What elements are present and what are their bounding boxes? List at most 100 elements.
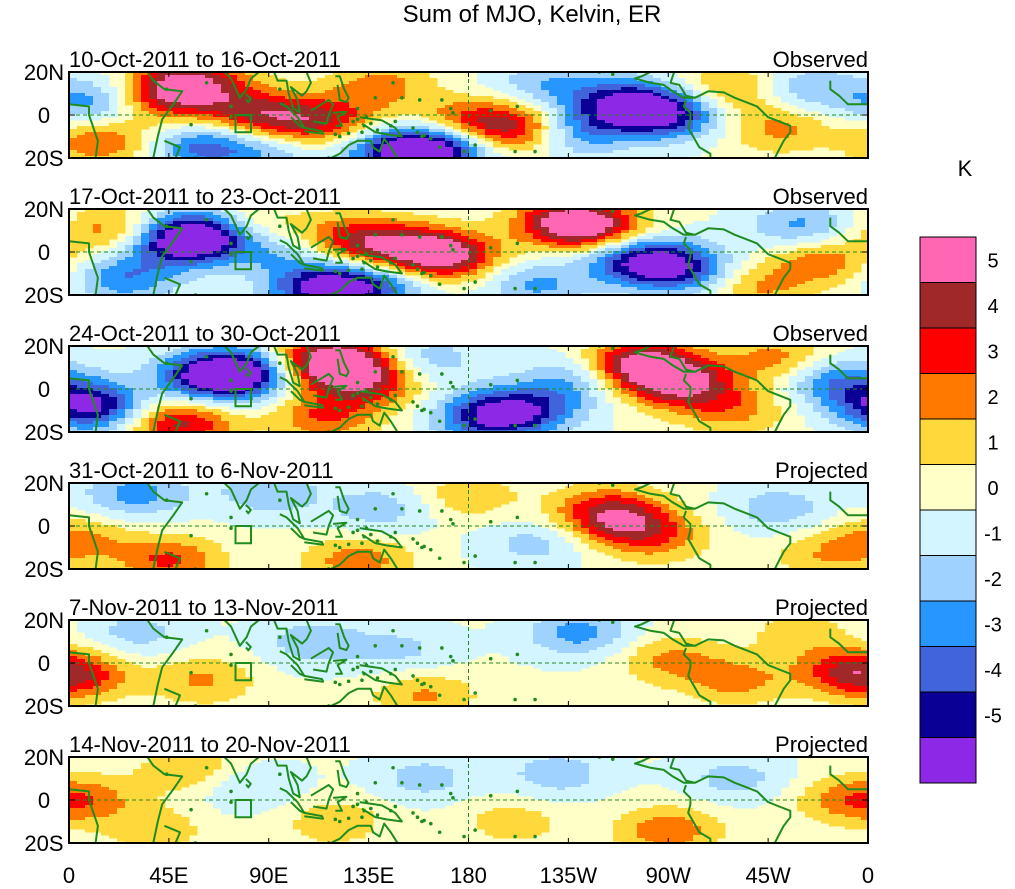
heatmap-cell <box>749 218 758 222</box>
heatmap-cell <box>525 224 534 228</box>
heatmap-cell <box>437 135 446 139</box>
heatmap-cell <box>565 126 574 130</box>
heatmap-cell <box>853 81 862 85</box>
heatmap-cell <box>661 260 670 264</box>
heatmap-cell <box>365 284 374 288</box>
heatmap-cell <box>245 150 254 154</box>
heatmap-cell <box>237 275 246 279</box>
heatmap-cell <box>621 132 630 136</box>
heatmap-cell <box>109 257 118 261</box>
heatmap-cell <box>269 123 278 127</box>
heatmap-cell <box>101 251 110 255</box>
heatmap-cell <box>725 96 734 100</box>
heatmap-cell <box>221 153 230 157</box>
heatmap-cell <box>317 212 326 216</box>
heatmap-cell <box>205 269 214 273</box>
heatmap-cell <box>357 75 366 79</box>
heatmap-cell <box>589 90 598 94</box>
heatmap-cell <box>597 108 606 112</box>
heatmap-cell <box>317 263 326 267</box>
heatmap-cell <box>181 75 190 79</box>
heatmap-cell <box>645 138 654 142</box>
heatmap-cell <box>549 78 558 82</box>
heatmap-cell <box>389 111 398 115</box>
heatmap-cell <box>197 287 206 291</box>
heatmap-cell <box>717 81 726 85</box>
heatmap-cell <box>589 284 598 288</box>
heatmap-cell <box>789 272 798 276</box>
heatmap-cell <box>765 126 774 130</box>
heatmap-cell <box>613 230 622 234</box>
heatmap-cell <box>213 254 222 258</box>
coastline <box>829 80 868 106</box>
heatmap-cell <box>501 75 510 79</box>
heatmap-cell <box>93 209 102 213</box>
heatmap-cell <box>253 260 262 264</box>
heatmap-cell <box>701 135 710 139</box>
heatmap-cell <box>133 114 142 118</box>
heatmap-cell <box>645 260 654 264</box>
heatmap-cell <box>741 132 750 136</box>
heatmap-cell <box>149 284 158 288</box>
heatmap-cell <box>645 257 654 261</box>
heatmap-cell <box>477 132 486 136</box>
heatmap-cell <box>773 93 782 97</box>
heatmap-cell <box>237 75 246 79</box>
heatmap-cell <box>829 102 838 106</box>
heatmap-cell <box>365 212 374 216</box>
heatmap-cell <box>861 87 868 91</box>
heatmap-cell <box>357 105 366 109</box>
heatmap-cell <box>253 129 262 133</box>
heatmap-cell <box>677 141 686 145</box>
heatmap-cell <box>749 209 758 213</box>
heatmap-cell <box>549 84 558 88</box>
heatmap-cell <box>349 144 358 148</box>
heatmap-cell <box>581 90 590 94</box>
heatmap-cell <box>565 75 574 79</box>
heatmap-cell <box>165 227 174 231</box>
heatmap-cell <box>205 96 214 100</box>
heatmap-cell <box>213 290 222 294</box>
heatmap-cell <box>381 287 390 291</box>
heatmap-cell <box>525 123 534 127</box>
heatmap-cell <box>413 138 422 142</box>
heatmap-cell <box>221 272 230 276</box>
heatmap-cell <box>573 132 582 136</box>
heatmap-cell <box>229 230 238 234</box>
heatmap-cell <box>701 221 710 225</box>
heatmap-cell <box>525 230 534 234</box>
heatmap-cell <box>733 84 742 88</box>
heatmap-cell <box>405 218 414 222</box>
heatmap-cell <box>789 132 798 136</box>
heatmap-cell <box>797 126 806 130</box>
heatmap-cell <box>541 227 550 231</box>
heatmap-cell <box>421 132 430 136</box>
heatmap-cell <box>485 287 494 291</box>
heatmap-cell <box>365 135 374 139</box>
heatmap-cell <box>645 215 654 219</box>
heatmap-cell <box>829 144 838 148</box>
heatmap-cell <box>805 230 814 234</box>
heatmap-cell <box>357 230 366 234</box>
heatmap-cell <box>365 147 374 151</box>
heatmap-cell <box>821 72 830 76</box>
heatmap-cell <box>805 218 814 222</box>
heatmap-cell <box>597 290 606 294</box>
heatmap-cell <box>117 290 126 294</box>
heatmap-cell <box>661 257 670 261</box>
heatmap-cell <box>693 272 702 276</box>
heatmap-cell <box>69 93 78 97</box>
heatmap-cell <box>517 278 526 282</box>
heatmap-cell <box>789 126 798 130</box>
heatmap-cell <box>205 84 214 88</box>
heatmap-cell <box>245 87 254 91</box>
heatmap-cell <box>325 120 334 124</box>
heatmap-cell <box>141 260 150 264</box>
heatmap-cell <box>173 141 182 145</box>
heatmap-cell <box>805 93 814 97</box>
heatmap-cell <box>565 209 574 213</box>
heatmap-cell <box>461 117 470 121</box>
heatmap-cell <box>573 209 582 213</box>
heatmap-cell <box>573 245 582 249</box>
heatmap-cell <box>261 81 270 85</box>
